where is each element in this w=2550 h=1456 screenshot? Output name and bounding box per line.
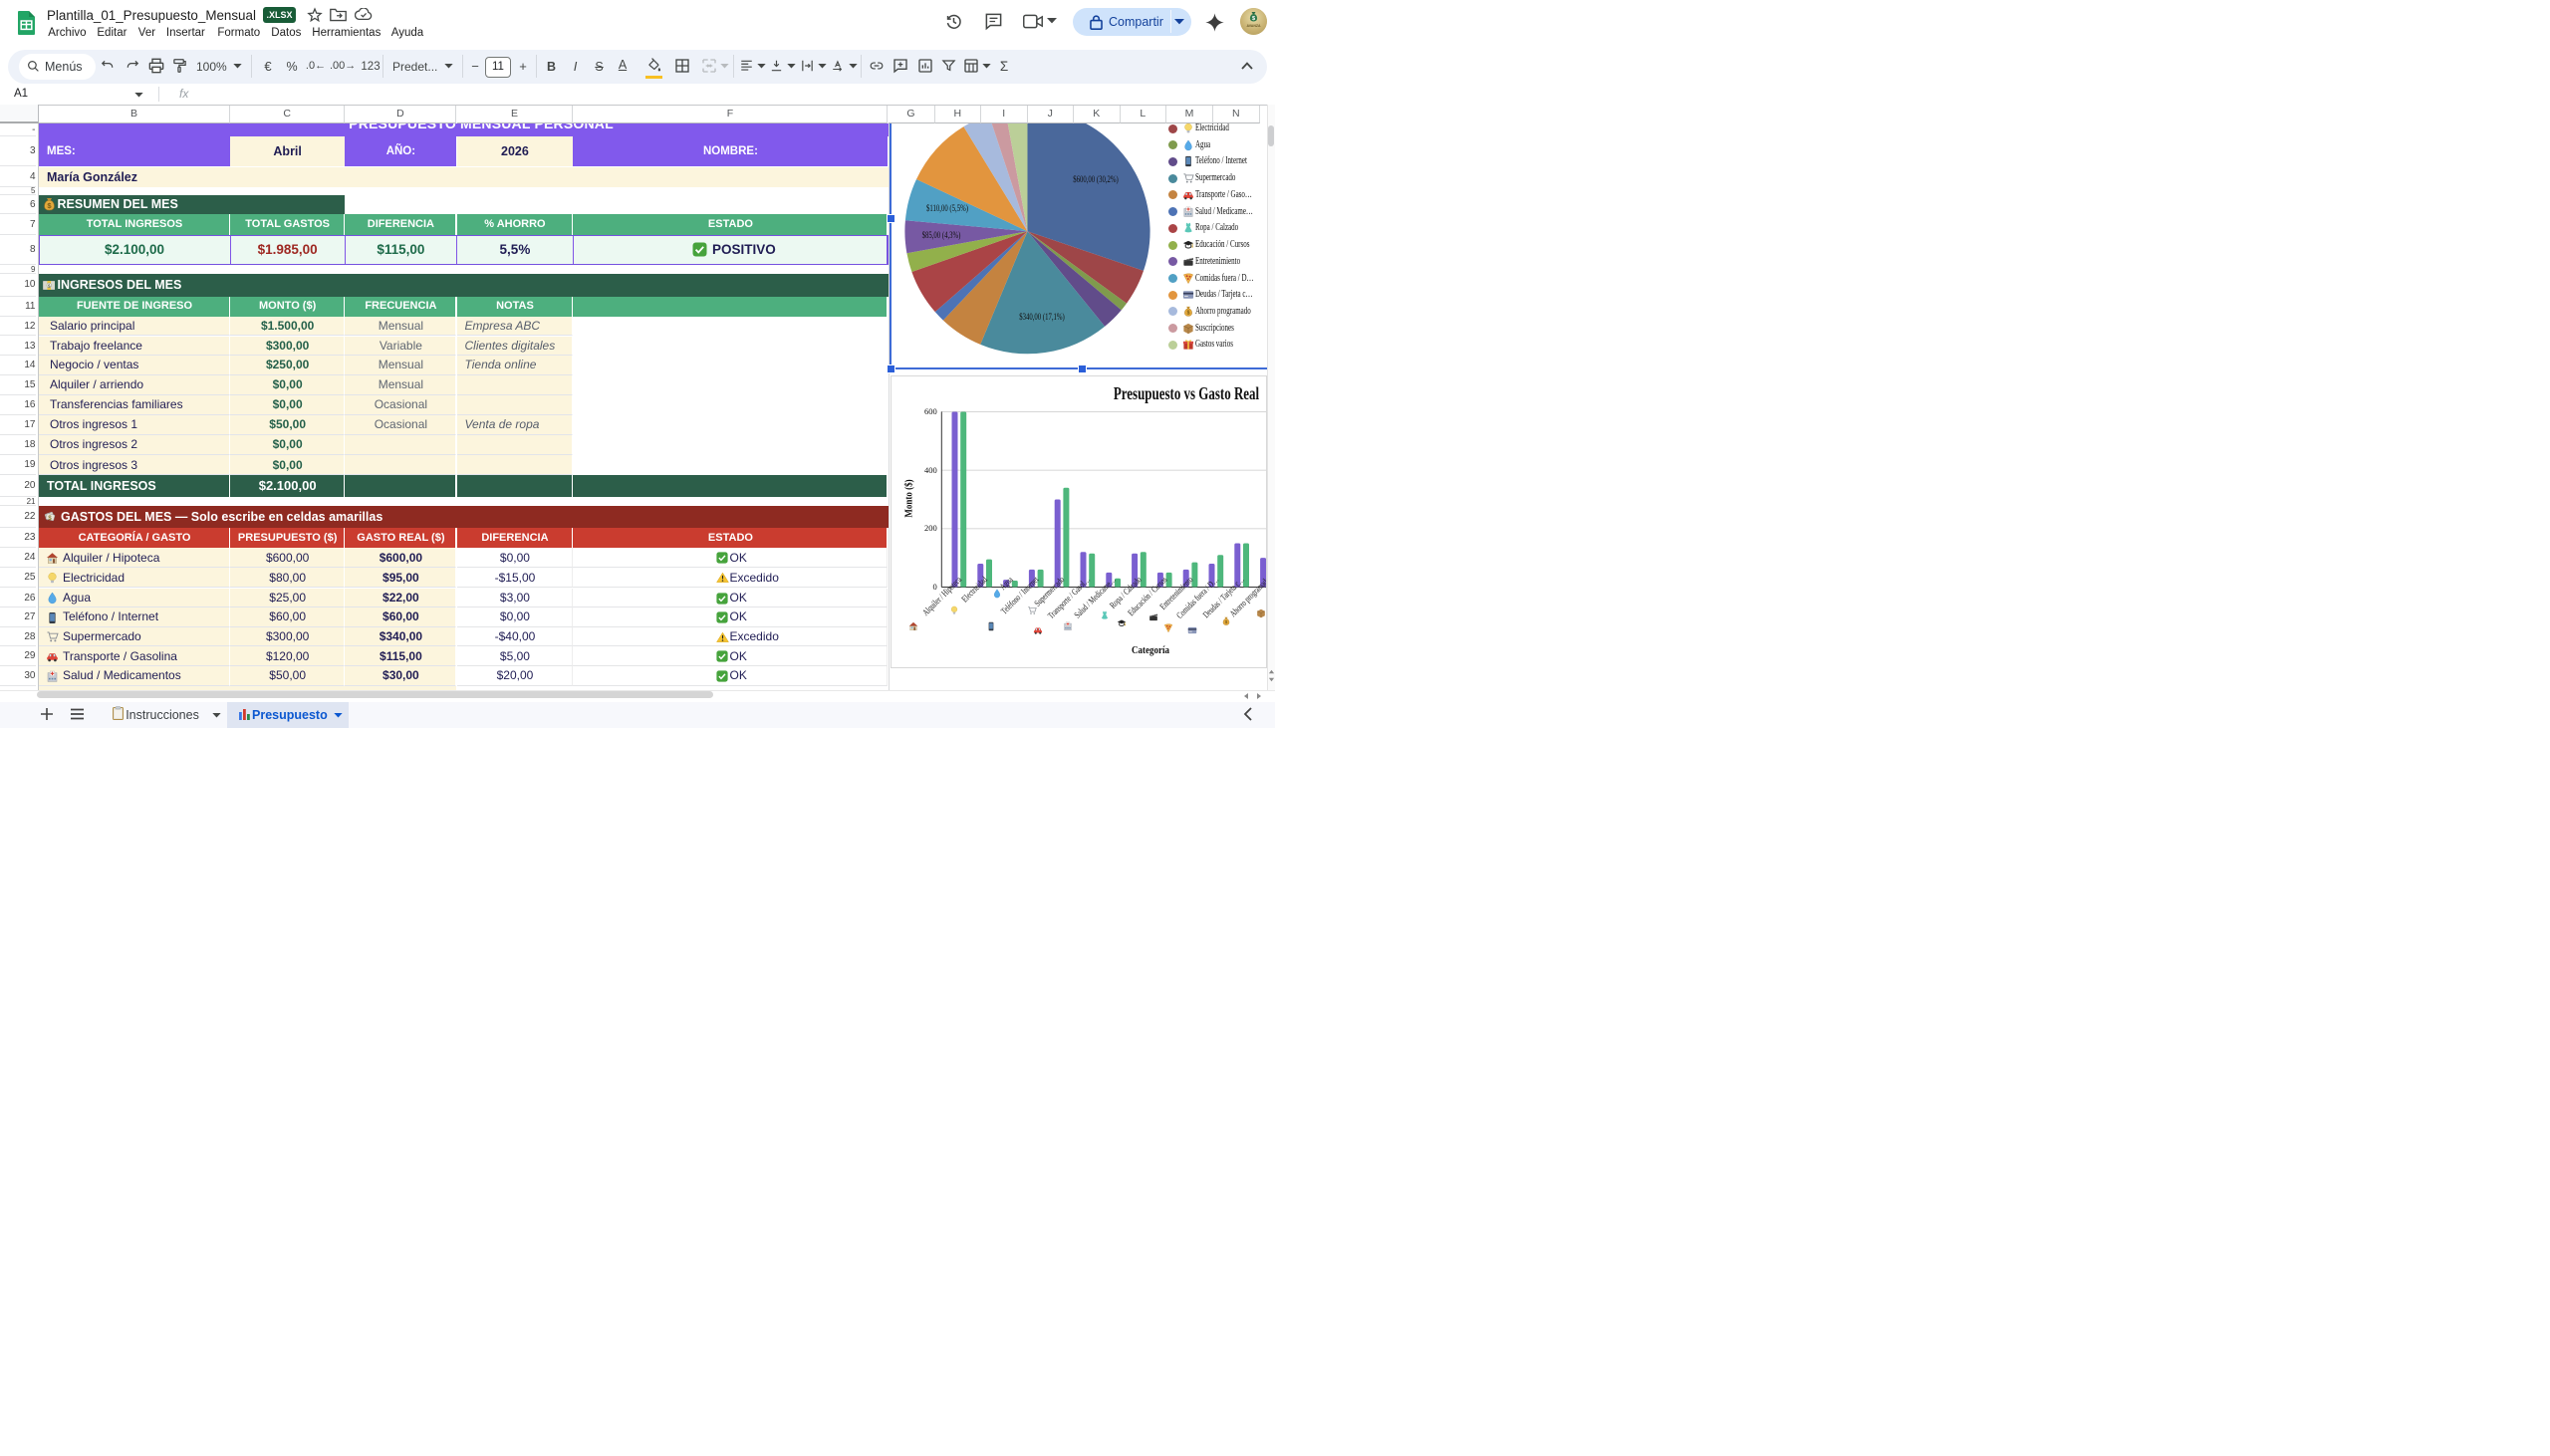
svg-text:$: $ bbox=[1252, 16, 1255, 22]
svg-text:$: $ bbox=[47, 201, 52, 210]
svg-text:$: $ bbox=[47, 284, 50, 290]
svg-text:$: $ bbox=[48, 516, 52, 522]
svg-text:$: $ bbox=[1225, 619, 1228, 624]
svg-text:$: $ bbox=[1187, 310, 1190, 316]
